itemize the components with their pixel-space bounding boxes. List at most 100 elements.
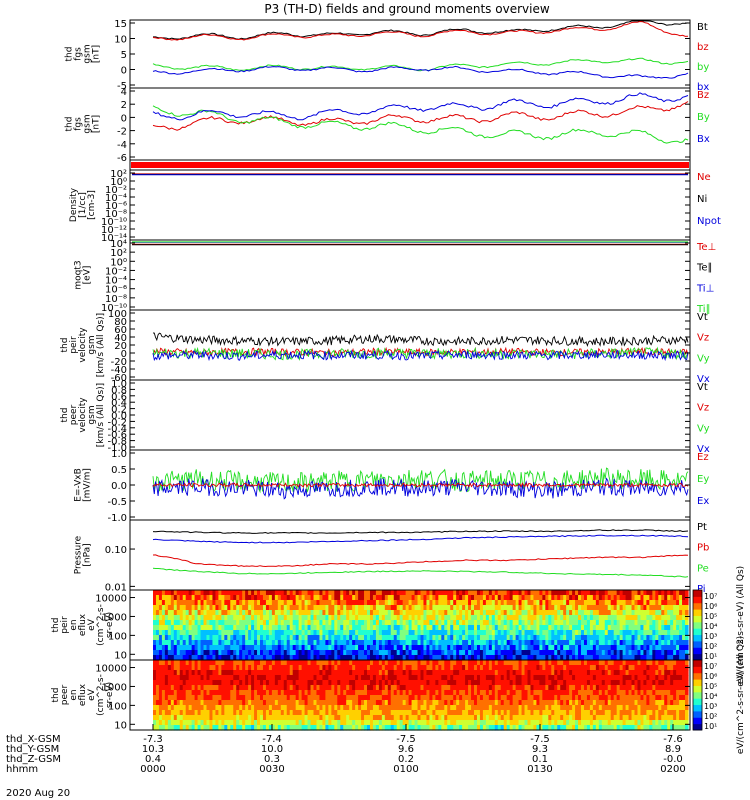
spectrogram-cell [518, 625, 523, 631]
spectrogram-cell [649, 590, 653, 596]
spectrogram-cell [578, 650, 582, 656]
spectrogram-cell [512, 595, 517, 601]
spectrogram-cell [616, 595, 621, 601]
spectrogram-cell [482, 590, 487, 596]
spectrogram-cell [578, 655, 582, 661]
spectrogram-cell [283, 635, 288, 641]
spectrogram-cell [268, 630, 273, 636]
spectrogram-cell [637, 705, 642, 711]
spectrogram-cell [251, 635, 255, 641]
spectrogram-cell [206, 660, 211, 666]
spectrogram-cell [245, 650, 249, 656]
spectrogram-cell [542, 625, 546, 631]
spectrogram-cell [343, 715, 347, 721]
spectrogram-cell [679, 710, 683, 716]
spectrogram-cell [254, 645, 258, 651]
spectrogram-cell [589, 685, 594, 691]
spectrogram-cell [685, 700, 689, 706]
spectrogram-cell [283, 700, 288, 706]
spectrogram-cell [167, 630, 172, 636]
spectrogram-cell [200, 680, 205, 686]
spectrogram-cell [494, 620, 499, 626]
spectrogram-cell [432, 655, 436, 661]
spectrogram-cell [557, 620, 561, 626]
spectrogram-cell [355, 695, 359, 701]
spectrogram-cell [218, 605, 222, 611]
spectrogram-cell [358, 630, 362, 636]
spectrogram-cell [607, 705, 612, 711]
spectrogram-cell [170, 710, 175, 716]
spectrogram-cell [592, 715, 597, 721]
spectrogram-cell [268, 705, 273, 711]
spectrogram-cell [405, 610, 410, 616]
spectrogram-cell [488, 715, 493, 721]
spectrogram-cell [251, 625, 255, 631]
spectrogram-cell [268, 715, 273, 721]
spectrogram-cell [679, 615, 683, 621]
spectrogram-cell [637, 675, 642, 681]
spectrogram-cell [462, 700, 466, 706]
spectrogram-cell [476, 655, 481, 661]
spectrogram-cell [664, 650, 668, 656]
spectrogram-cell [554, 645, 558, 651]
spectrogram-cell [530, 700, 535, 706]
spectrogram-cell [390, 590, 395, 596]
spectrogram-cell [295, 650, 300, 656]
spectrogram-cell [286, 635, 291, 641]
spectrogram-cell [173, 605, 178, 611]
spectrogram-cell [224, 640, 228, 646]
spectrogram-cell [557, 600, 561, 606]
spectrogram-cell [176, 590, 181, 596]
spectrogram-cell [533, 610, 538, 616]
spectrogram-cell [494, 705, 499, 711]
spectrogram-cell [429, 670, 433, 676]
spectrogram-cell [286, 700, 291, 706]
spectrogram-cell [343, 675, 347, 681]
spectrogram-cell [322, 640, 326, 646]
spectrogram-cell [685, 685, 689, 691]
spectrogram-cell [497, 640, 502, 646]
spectrogram-cell [334, 615, 338, 621]
spectrogram-cell [655, 715, 659, 721]
spectrogram-cell [170, 650, 175, 656]
spectrogram-cell [533, 675, 538, 681]
spectrogram-cell [506, 610, 511, 616]
spectrogram-cell [658, 690, 662, 696]
spectrogram-cell [453, 700, 457, 706]
spectrogram-cell [628, 600, 633, 606]
spectrogram-cell [262, 710, 267, 716]
spectrogram-cell [456, 615, 460, 621]
spectrogram-cell [444, 665, 448, 671]
spectrogram-cell [685, 655, 689, 661]
spectrogram-cell [667, 700, 671, 706]
spectrogram-cell [206, 600, 211, 606]
spectrogram-cell [364, 675, 368, 681]
spectrogram-cell [218, 590, 222, 596]
spectrogram-cell [598, 590, 603, 596]
spectrogram-cell [167, 625, 172, 631]
spectrogram-cell [634, 665, 639, 671]
spectrogram-cell [515, 635, 520, 641]
spectrogram-cell [456, 600, 460, 606]
spectrogram-cell [161, 610, 166, 616]
spectrogram-cell [673, 615, 677, 621]
spectrogram-cell [494, 690, 499, 696]
spectrogram-cell [283, 710, 288, 716]
spectrogram-cell [578, 705, 582, 711]
spectrogram-cell [563, 665, 567, 671]
spectrogram-cell [176, 675, 181, 681]
spectrogram-cell [494, 595, 499, 601]
spectrogram-cell [530, 695, 535, 701]
spectrogram-cell [319, 615, 324, 621]
spectrogram-cell [545, 710, 549, 716]
spectrogram-cell [572, 675, 576, 681]
spectrogram-cell [375, 595, 380, 601]
spectrogram-cell [661, 700, 665, 706]
spectrogram-cell [328, 695, 332, 701]
spectrogram-cell [191, 650, 196, 656]
spectrogram-cell [658, 635, 662, 641]
spectrogram-cell [583, 630, 588, 636]
spectrogram-cell [328, 715, 332, 721]
spectrogram-cell [661, 655, 665, 661]
spectrogram-cell [530, 615, 535, 621]
